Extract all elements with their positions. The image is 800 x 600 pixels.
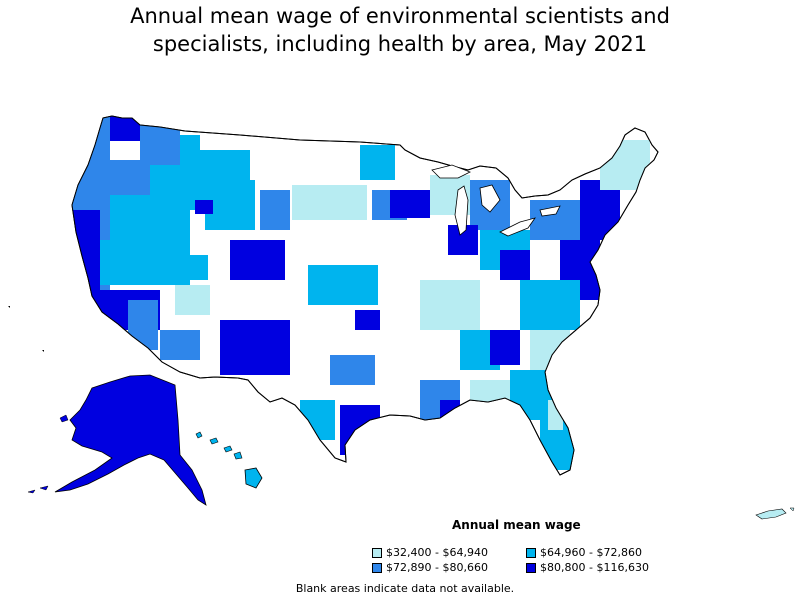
legend-swatch-2 bbox=[526, 547, 536, 558]
alaska bbox=[27, 374, 207, 506]
legend-title: Annual mean wage bbox=[452, 518, 581, 532]
legend-item-1: $32,400 - $64,940 bbox=[372, 546, 488, 559]
puerto-rico bbox=[755, 507, 795, 520]
legend-item-3: $72,890 - $80,660 bbox=[372, 561, 488, 574]
legend-swatch-4 bbox=[526, 562, 536, 573]
map-title: Annual mean wage of environmental scient… bbox=[0, 2, 800, 58]
map-title-line-2: specialists, including health by area, M… bbox=[152, 32, 648, 56]
legend-swatch-3 bbox=[372, 562, 382, 573]
hawaii bbox=[195, 431, 263, 489]
legend-swatch-1 bbox=[372, 547, 382, 558]
legend-item-2: $64,960 - $72,860 bbox=[526, 546, 642, 559]
data-availability-note: Blank areas indicate data not available. bbox=[295, 582, 515, 595]
legend-item-4: $80,800 - $116,630 bbox=[526, 561, 649, 574]
legend-label-3: $72,890 - $80,660 bbox=[386, 561, 488, 574]
legend-label-4: $80,800 - $116,630 bbox=[540, 561, 649, 574]
legend-label-2: $64,960 - $72,860 bbox=[540, 546, 642, 559]
great-lakes bbox=[431, 164, 561, 237]
legend-label-1: $32,400 - $64,940 bbox=[386, 546, 488, 559]
map-title-line-1: Annual mean wage of environmental scient… bbox=[130, 4, 670, 28]
